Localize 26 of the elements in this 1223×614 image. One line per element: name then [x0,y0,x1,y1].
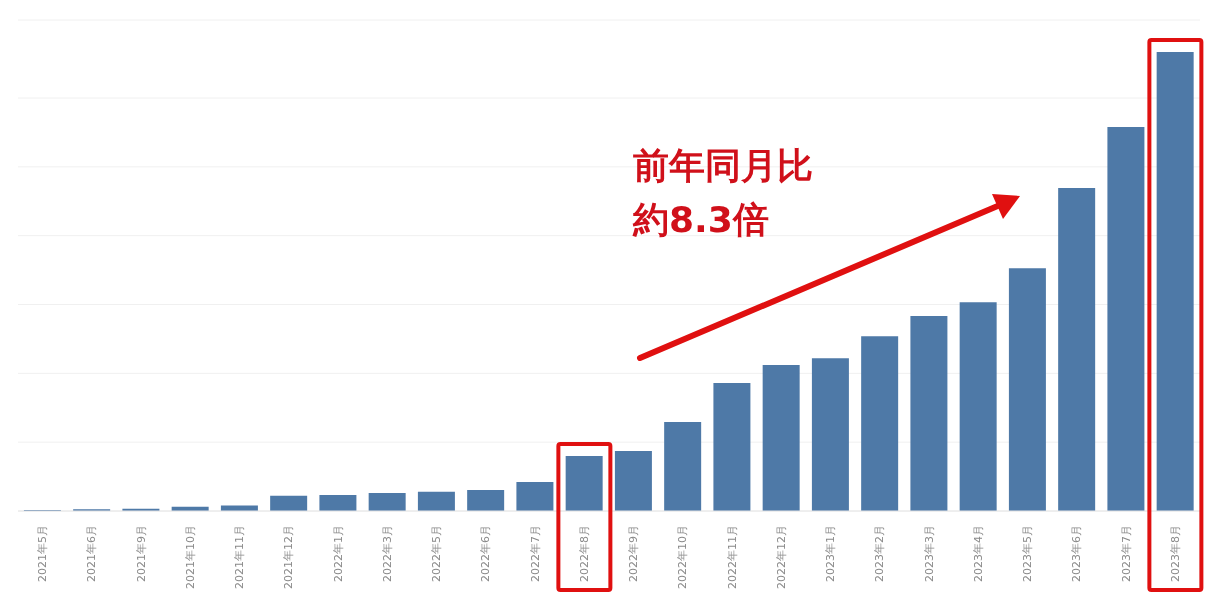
x-tick-label: 2021年10月 [183,525,197,589]
x-tick-label: 2022年12月 [774,525,788,589]
x-tick-label: 2022年1月 [331,525,345,582]
x-tick-label: 2022年11月 [725,525,739,589]
x-tick-label: 2023年5月 [1021,525,1035,582]
x-tick-label: 2021年11月 [233,525,247,589]
x-tick-label: 2023年2月 [873,525,887,582]
x-tick-label: 2022年8月 [577,525,591,582]
annotation: 前年同月比 [633,145,813,186]
x-tick-label: 2021年6月 [85,525,99,582]
x-tick-label: 2021年12月 [282,525,296,589]
x-tick-label: 2023年4月 [971,525,985,582]
x-tick-label: 2022年7月 [528,525,542,582]
x-tick-label: 2023年8月 [1168,525,1182,582]
x-tick-label: 2021年5月 [36,525,50,582]
x-tick-label: 2023年1月 [824,525,838,582]
x-tick-label: 2021年9月 [134,525,148,582]
x-tick-label: 2022年6月 [479,525,493,582]
x-tick-label: 2022年5月 [430,525,444,582]
x-tick-label: 2023年3月 [922,525,936,582]
x-tick-label: 2022年3月 [380,525,394,582]
annotation: 約8.3倍 [632,199,769,240]
x-tick-label: 2023年7月 [1119,525,1133,582]
x-tick-label: 2022年9月 [627,525,641,582]
x-tick-label: 2023年6月 [1070,525,1084,582]
x-tick-label: 2022年10月 [676,525,690,589]
